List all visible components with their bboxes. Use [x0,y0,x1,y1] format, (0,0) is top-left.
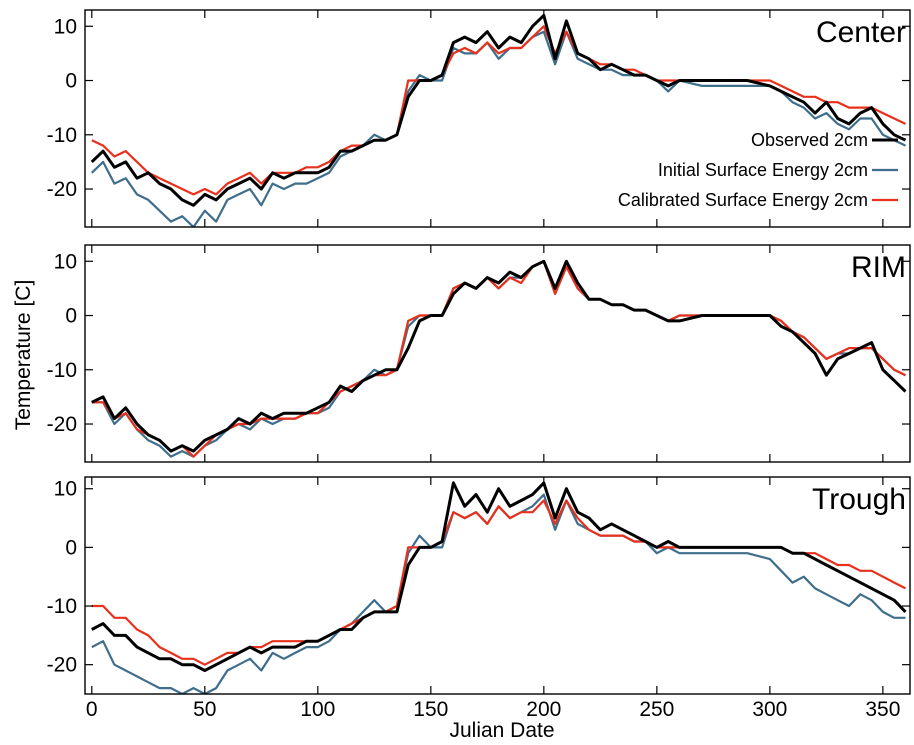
plot-frame [84,244,911,463]
legend-item: Observed 2cm [751,130,898,150]
legend-item: Initial Surface Energy 2cm [658,160,898,180]
plot-frame [84,9,911,228]
y-tick-label: -10 [47,359,77,382]
y-tick-label: -10 [47,124,77,147]
series-calibrated-surface-energy-2cm-line [91,260,906,458]
y-axis-title: Temperature [C] [12,280,35,431]
y-tick-label: 0 [65,305,77,328]
panel-title: Center [816,16,906,49]
y-tick-label: -20 [47,654,77,677]
legend-label: Observed 2cm [751,130,868,150]
y-tick-label: 10 [54,15,77,38]
panel-rim: 10 0 -10 -20 RIM [47,244,911,463]
x-tick-label: 50 [193,698,216,721]
panel-center: 10 0 -10 -20 Center [47,9,911,228]
series-calibrated-surface-energy-2cm-line [91,499,907,666]
legend-item: Calibrated Surface Energy 2cm [618,190,898,210]
y-tick-label: 10 [54,250,77,273]
legend-label: Calibrated Surface Energy 2cm [618,190,868,210]
y-tick-label: -10 [47,595,77,618]
x-tick-label: 200 [526,698,561,721]
x-tick-label: 0 [86,698,98,721]
x-tick-label: 100 [300,698,335,721]
y-tick-label: -20 [47,178,77,201]
panel-title: RIM [851,251,906,284]
series-observed-2cm-line [90,13,907,207]
y-tick-label: -20 [47,413,77,436]
plot-frame [84,476,911,695]
series-calibrated-surface-energy-2cm-line [91,25,906,196]
y-tick-label: 10 [54,478,77,501]
legend: Observed 2cm Initial Surface Energy 2cm Ca… [618,130,898,210]
series-observed-2cm-line [91,259,907,453]
y-tick-label: 0 [65,536,77,559]
series-initial-surface-energy-2cm-line [91,260,906,458]
panel-title: Trough [812,483,906,516]
x-tick-label: 150 [413,698,448,721]
x-tick-label: 350 [865,698,900,721]
x-tick-label: 300 [752,698,787,721]
series-initial-surface-energy-2cm-line [91,493,906,694]
x-tick-label: 250 [639,698,674,721]
legend-label: Initial Surface Energy 2cm [658,160,868,180]
series-observed-2cm-line [91,481,907,672]
x-axis-title: Julian Date [449,719,554,740]
y-tick-label: 0 [65,70,77,93]
